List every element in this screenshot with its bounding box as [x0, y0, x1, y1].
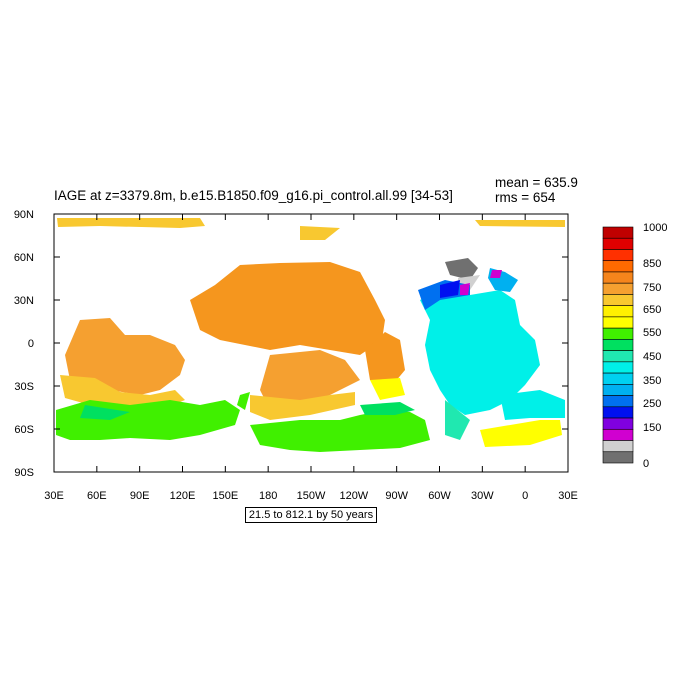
- colorbar-label: 450: [643, 351, 661, 363]
- colorbar-label: 150: [643, 422, 661, 434]
- colorbar-swatch: [602, 226, 634, 239]
- colorbar-swatch: [602, 327, 634, 340]
- colorbar-swatch: [602, 440, 634, 453]
- colorbar-swatch: [602, 339, 634, 351]
- colorbar-label: 350: [643, 375, 661, 387]
- pacific-orange-region: [65, 262, 405, 410]
- colorbar-swatch: [602, 282, 634, 295]
- x-tick-label: 0: [522, 490, 528, 502]
- colorbar-label: 1000: [643, 222, 667, 234]
- x-tick-label: 60W: [428, 490, 451, 502]
- y-tick-label: 60N: [14, 252, 34, 264]
- colorbar-swatch: [602, 249, 634, 262]
- colorbar-swatch: [602, 372, 634, 385]
- colorbar-swatch: [602, 237, 634, 250]
- colorbar-swatch: [602, 428, 634, 441]
- colorbar-swatch: [602, 395, 634, 408]
- x-tick-label: 30W: [471, 490, 494, 502]
- y-tick-label: 60S: [14, 424, 34, 436]
- x-tick-label: 120E: [170, 490, 196, 502]
- colorbar-label: 650: [643, 304, 661, 316]
- colorbar-label: 250: [643, 398, 661, 410]
- x-tick-label: 60E: [87, 490, 107, 502]
- arctic-strip-region: [57, 218, 565, 290]
- x-tick-label: 90E: [130, 490, 150, 502]
- colorbar-label: 550: [643, 327, 661, 339]
- x-tick-label: 90W: [385, 490, 408, 502]
- plot-title: IAGE at z=3379.8m, b.e15.B1850.f09_g16.p…: [54, 188, 453, 203]
- y-tick-label: 30S: [14, 381, 34, 393]
- colorbar-swatch: [602, 305, 634, 318]
- y-tick-label: 30N: [14, 295, 34, 307]
- x-tick-label: 150E: [212, 490, 238, 502]
- colorbar-swatch: [602, 384, 634, 396]
- mean-stat: mean = 635.9: [495, 175, 578, 190]
- x-tick-label: 120W: [339, 490, 368, 502]
- x-tick-label: 150W: [297, 490, 326, 502]
- colorbar-swatch: [602, 316, 634, 329]
- x-tick-label: 30E: [558, 490, 578, 502]
- colorbar-swatch: [602, 260, 634, 273]
- x-tick-label: 180: [259, 490, 277, 502]
- rms-stat: rms = 654: [495, 190, 556, 205]
- colorbar-label: 0: [643, 458, 649, 470]
- colorbar-swatch: [602, 451, 634, 464]
- colorbar-swatch: [602, 417, 634, 430]
- y-tick-label: 90N: [14, 209, 34, 221]
- y-tick-label: 90S: [14, 467, 34, 479]
- colorbar-swatch: [602, 294, 634, 306]
- colorbar-label: 850: [643, 258, 661, 270]
- axis-ticks: 30E 60E 90E 120E 150E 180 150W 120W 90W 60W 30W 0 30…: [14, 209, 578, 502]
- colorbar-swatch: [602, 406, 634, 419]
- x-tick-label: 30E: [44, 490, 64, 502]
- colorbar-label: 750: [643, 282, 661, 294]
- colorbar-swatch: [602, 350, 634, 363]
- colorbar-swatch: [602, 361, 634, 374]
- atlantic-region: [237, 268, 565, 440]
- colorbar-swatch: [602, 271, 634, 284]
- southern-ocean-region: [56, 400, 430, 452]
- y-tick-label: 0: [28, 338, 34, 350]
- contour-interval-note: 21.5 to 812.1 by 50 years: [245, 507, 377, 523]
